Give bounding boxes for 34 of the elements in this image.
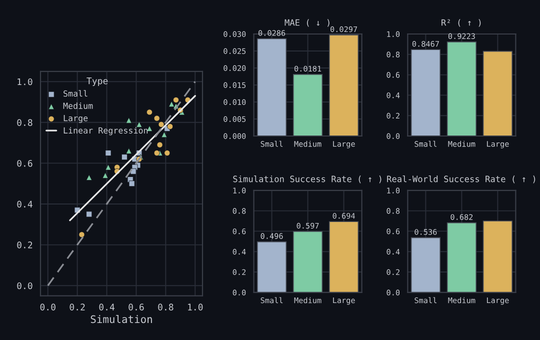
x-tick-label: 0.8 [158, 304, 174, 310]
bar [446, 42, 477, 136]
bar [482, 50, 513, 136]
bar [292, 231, 323, 292]
bar [328, 34, 359, 136]
legend-label: Large [64, 115, 88, 123]
bar [482, 220, 513, 292]
bar [256, 241, 287, 292]
y-tick-label: 0.2 [17, 242, 32, 248]
chart-title: MAE ( ↓ ) [284, 19, 330, 27]
legend-label: Linear Regression [64, 127, 148, 136]
y-tick-label: 0.8 [17, 119, 32, 126]
legend-title: Type [86, 78, 108, 86]
x-axis-title: Simulation [90, 315, 152, 324]
x-tick-label: 1.0 [188, 304, 203, 310]
bar [410, 49, 441, 136]
x-tick-label: 0.0 [40, 304, 56, 310]
legend-label: Small [64, 90, 88, 97]
x-tick-label: 0.2 [70, 304, 85, 310]
chart-title: Real-World Success Rate ( ↑ ) [387, 175, 536, 184]
legend-label: Medium [63, 102, 93, 109]
y-tick-label: 0.6 [17, 160, 32, 167]
chart-title: R² ( ↑ ) [442, 19, 481, 27]
chart-title: Simulation Success Rate ( ↑ ) [233, 175, 382, 184]
y-tick-label: 0.4 [17, 200, 32, 208]
x-tick-label: 0.6 [128, 304, 144, 310]
bar [446, 222, 477, 292]
x-tick-label: 0.4 [99, 304, 114, 310]
y-tick-label: 1.0 [18, 78, 32, 86]
y-tick-label: 0.0 [17, 282, 32, 290]
bar [410, 237, 441, 292]
bar [328, 221, 359, 292]
bar [292, 74, 323, 136]
bar [256, 38, 287, 136]
